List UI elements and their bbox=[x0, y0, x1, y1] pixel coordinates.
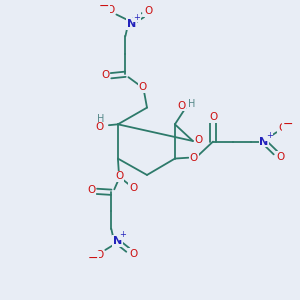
Text: −: − bbox=[283, 118, 293, 130]
Text: O: O bbox=[177, 101, 185, 111]
Text: O: O bbox=[95, 250, 103, 260]
Text: O: O bbox=[101, 70, 110, 80]
Text: N: N bbox=[260, 136, 268, 147]
Text: −: − bbox=[99, 0, 110, 13]
Text: O: O bbox=[144, 6, 152, 16]
Text: O: O bbox=[129, 249, 137, 259]
Text: O: O bbox=[138, 82, 147, 92]
Text: +: + bbox=[134, 13, 140, 22]
Text: O: O bbox=[106, 5, 115, 15]
Text: N: N bbox=[113, 236, 122, 246]
Text: O: O bbox=[190, 153, 198, 163]
Text: +: + bbox=[266, 131, 273, 140]
Text: H: H bbox=[97, 114, 104, 124]
Text: O: O bbox=[116, 171, 124, 181]
Text: O: O bbox=[96, 122, 104, 132]
Text: O: O bbox=[87, 185, 96, 196]
Text: H: H bbox=[188, 99, 196, 109]
Text: O: O bbox=[194, 135, 202, 145]
Text: +: + bbox=[119, 230, 126, 239]
Text: O: O bbox=[129, 183, 137, 193]
Text: O: O bbox=[278, 123, 286, 133]
Text: O: O bbox=[277, 152, 285, 162]
Text: −: − bbox=[88, 252, 98, 265]
Text: O: O bbox=[209, 112, 217, 122]
Text: N: N bbox=[127, 19, 136, 29]
